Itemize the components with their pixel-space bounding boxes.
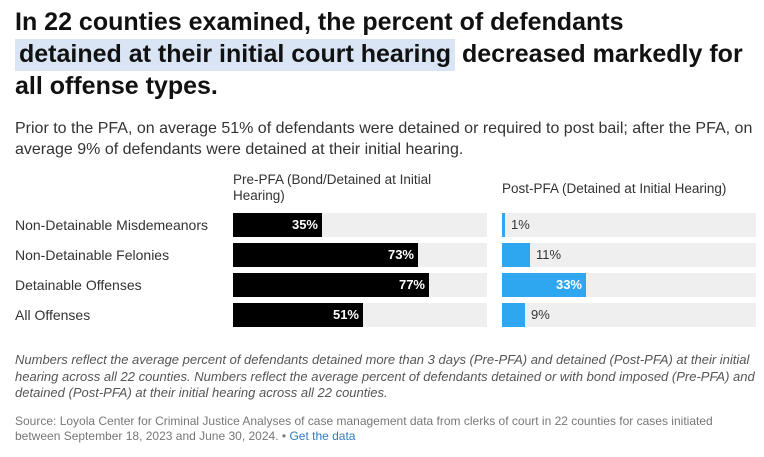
pre-pfa-bar[interactable]: [233, 243, 418, 267]
pre-pfa-value-label: 35%: [291, 217, 318, 232]
title-part2: decreased markedly for all offense types…: [15, 40, 743, 100]
post-bar-track: 33%: [502, 273, 756, 297]
post-bar-track: 11%: [502, 243, 756, 267]
category-label: Non-Detainable Misdemeanors: [15, 217, 208, 233]
post-pfa-bar[interactable]: [502, 243, 530, 267]
pre-bar-track: 51%: [233, 303, 487, 327]
post-pfa-column-header: Post-PFA (Detained at Initial Hearing): [502, 181, 727, 196]
post-pfa-value-label: 1%: [511, 217, 530, 232]
post-pfa-value-label: 33%: [555, 277, 582, 292]
pre-pfa-bar[interactable]: [233, 303, 363, 327]
post-pfa-bar[interactable]: [502, 213, 505, 237]
post-pfa-bar[interactable]: [502, 303, 525, 327]
pre-bar-track: 73%: [233, 243, 487, 267]
source-text: Source: Loyola Center for Criminal Justi…: [15, 414, 713, 443]
pre-pfa-bar[interactable]: [233, 213, 322, 237]
post-pfa-value-label: 9%: [531, 307, 550, 322]
pre-pfa-value-label: 73%: [387, 247, 414, 262]
post-pfa-bar[interactable]: [502, 273, 586, 297]
source-separator: •: [281, 429, 287, 443]
post-bar-track: 1%: [502, 213, 756, 237]
pre-bar-track: 77%: [233, 273, 487, 297]
pre-pfa-column-header: Pre-PFA (Bond/Detained at Initial Hearin…: [233, 172, 432, 203]
get-the-data-link[interactable]: Get the data: [289, 429, 356, 443]
post-bar-track: 9%: [502, 303, 756, 327]
pre-pfa-value-label: 77%: [398, 277, 425, 292]
post-pfa-value-label: 11%: [536, 247, 562, 262]
title-highlight: detained at their initial court hearing: [15, 39, 456, 71]
category-label: All Offenses: [15, 307, 91, 323]
title-part1: In 22 counties examined, the percent of …: [15, 8, 624, 36]
pre-bar-track: 35%: [233, 213, 487, 237]
category-label: Detainable Offenses: [15, 277, 142, 293]
pre-pfa-value-label: 51%: [332, 307, 359, 322]
chart-subtitle: Prior to the PFA, on average 51% of defe…: [15, 120, 753, 158]
category-label: Non-Detainable Felonies: [15, 247, 170, 263]
chart-title: In 22 counties examined, the percent of …: [15, 6, 755, 102]
pre-pfa-bar[interactable]: [233, 273, 429, 297]
chart-source: Source: Loyola Center for Criminal Justi…: [15, 414, 755, 444]
chart-notes: Numbers reflect the average percent of d…: [15, 352, 755, 400]
